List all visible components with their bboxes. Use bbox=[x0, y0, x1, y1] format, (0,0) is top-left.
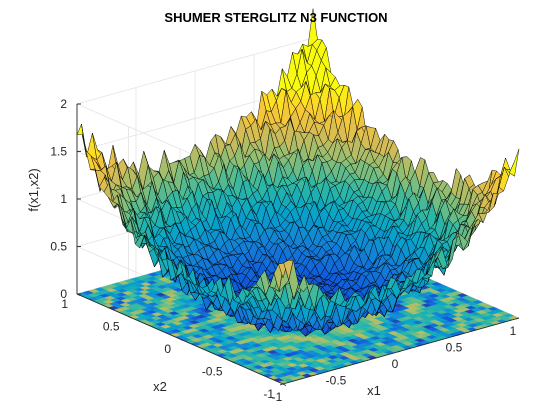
surface-facet bbox=[509, 148, 520, 177]
x-tick bbox=[397, 350, 402, 353]
y-axis-label: x2 bbox=[153, 379, 167, 394]
y-tick-label: 0 bbox=[164, 342, 171, 356]
z-tick-label: 1 bbox=[60, 192, 67, 206]
y-tick-label: 1 bbox=[61, 297, 68, 311]
x-tick bbox=[456, 334, 461, 336]
y-tick bbox=[128, 316, 132, 319]
y-tick bbox=[179, 338, 184, 341]
z-tick-label: 2 bbox=[60, 97, 67, 111]
x-tick bbox=[515, 317, 520, 320]
y-tick bbox=[282, 383, 287, 386]
chart-title: SHUMER STERGLITZ N3 FUNCTION bbox=[164, 10, 387, 25]
z-axis-label: f(x1,x2) bbox=[26, 168, 41, 211]
y-tick-label: -0.5 bbox=[202, 365, 223, 379]
z-tick-label: 0 bbox=[60, 287, 67, 301]
x-axis-label: x1 bbox=[367, 383, 381, 398]
y-tick-label: 0.5 bbox=[103, 320, 120, 334]
y-tick-label: -1 bbox=[263, 387, 274, 401]
x-tick-label: -0.5 bbox=[326, 374, 347, 388]
x-tick-label: 0 bbox=[392, 357, 399, 371]
x-tick-label: 1 bbox=[510, 324, 517, 338]
x-tick-label: 0.5 bbox=[446, 341, 463, 355]
z-tick-label: 1.5 bbox=[50, 145, 67, 159]
y-tick bbox=[231, 361, 235, 364]
x-tick bbox=[279, 383, 284, 386]
x-tick-label: -1 bbox=[272, 390, 283, 404]
x-tick bbox=[338, 367, 343, 369]
z-tick-label: 0.5 bbox=[50, 240, 67, 254]
surface-plot bbox=[76, 8, 520, 337]
